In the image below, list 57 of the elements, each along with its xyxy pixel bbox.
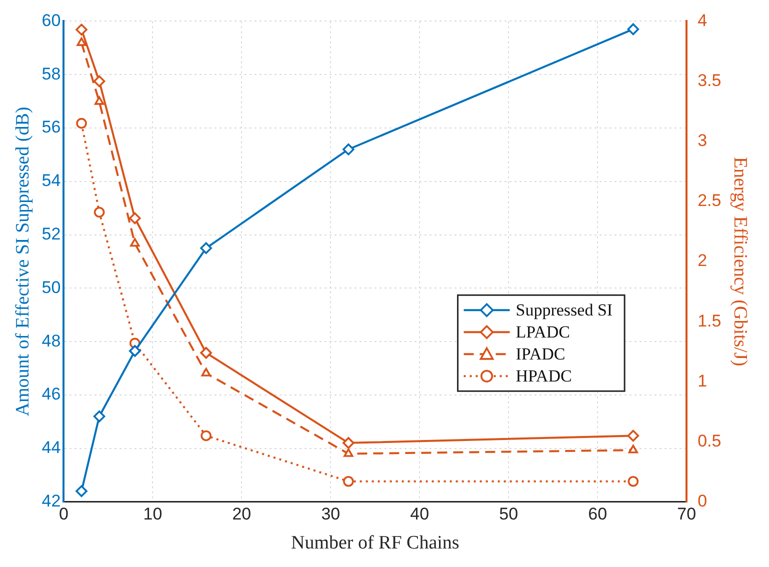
- y2-tick-label: 1.5: [698, 311, 722, 330]
- y-tick-label: 44: [42, 438, 61, 458]
- y-tick-label: 42: [42, 491, 61, 510]
- point: [128, 212, 141, 224]
- y2-axis-title: Energy Efficiency (Gbits/J): [730, 156, 751, 366]
- legend-label: IPADC: [516, 344, 566, 364]
- y-tick-label: 46: [42, 384, 61, 404]
- point: [93, 410, 106, 422]
- point: [76, 485, 88, 498]
- point: [627, 430, 640, 442]
- point: [200, 242, 212, 254]
- y-tick-label: 60: [42, 10, 61, 30]
- point: [93, 75, 106, 88]
- x-tick-label: 40: [410, 504, 430, 524]
- point: [130, 238, 140, 247]
- point: [628, 444, 638, 454]
- y-tick-label: 50: [42, 278, 61, 297]
- y2-tick-label: 2.5: [698, 191, 722, 210]
- y-tick-label: 48: [42, 331, 61, 350]
- y2-tick-label: 4: [698, 10, 708, 30]
- legend-label: Suppressed SI: [516, 300, 613, 320]
- point: [94, 96, 104, 105]
- y2-tick-label: 1: [698, 371, 708, 390]
- point: [343, 476, 354, 487]
- y2-tick-label: 3: [698, 131, 708, 150]
- x-axis-title: Number of RF Chains: [290, 532, 460, 554]
- point: [342, 437, 354, 449]
- x-tick-label: 60: [588, 504, 608, 524]
- x-tick-label: 0: [58, 504, 68, 524]
- x-tick-label: 70: [677, 504, 696, 524]
- point: [344, 448, 354, 457]
- point: [628, 476, 639, 487]
- x-tick-label: 10: [143, 504, 162, 524]
- y2-tick-label: 3.5: [698, 70, 722, 90]
- y-tick-label: 52: [42, 224, 61, 244]
- x-tick-label: 20: [232, 504, 252, 524]
- point: [200, 430, 212, 442]
- y-tick-label: 54: [42, 171, 61, 190]
- legend-label: HPADC: [516, 366, 572, 386]
- y-axis-title: Amount of Effective SI Suppressed (dB): [12, 106, 34, 416]
- point: [76, 24, 88, 36]
- legend-label: LPADC: [516, 322, 570, 342]
- point: [76, 37, 86, 46]
- point: [200, 346, 212, 359]
- y-tick-label: 58: [42, 64, 61, 84]
- point: [342, 143, 354, 156]
- x-tick-label: 50: [499, 504, 518, 524]
- point: [76, 118, 87, 129]
- y2-tick-label: 2: [698, 251, 708, 270]
- y2-tick-label: 0: [698, 491, 708, 510]
- point: [201, 368, 211, 376]
- y2-tick-label: 0.5: [698, 431, 722, 450]
- x-tick-label: 30: [321, 504, 340, 524]
- point: [627, 23, 640, 36]
- point: [94, 206, 105, 218]
- y-tick-label: 56: [42, 118, 61, 137]
- point: [128, 345, 141, 357]
